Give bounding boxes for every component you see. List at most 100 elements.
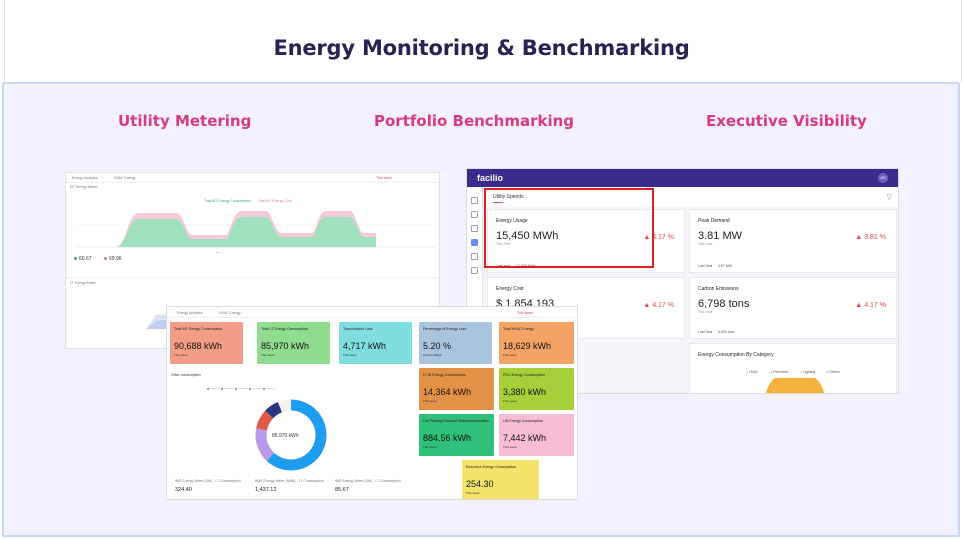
card-title: Energy Cost — [496, 286, 524, 292]
card-carbon-emissions[interactable]: Carbon Emissions 6,798 tons This Year La… — [689, 277, 897, 339]
chart-divider — [66, 277, 439, 278]
section-title-portfolio-benchmarking: Portfolio Benchmarking — [374, 112, 575, 130]
card-delta: ▲ 4.17 % — [643, 302, 674, 309]
kpi-tile-sub: This week — [503, 399, 517, 403]
legend-hvac-label: HVAC — [749, 370, 759, 374]
building-icon[interactable] — [471, 211, 478, 218]
kpi-tile[interactable]: LT-IB Energy Consumption 14,364 kWh This w… — [419, 368, 494, 410]
kpi-tile-title: LT-IB Energy Consumption — [423, 373, 466, 377]
card-sub: This Year — [496, 242, 511, 246]
legend-others: ● Others — [826, 370, 840, 374]
kpi-tile[interactable]: Total LT Energy Consumption 85,970 kWh Thi… — [257, 322, 330, 364]
kpi-tile-value: 85,970 kWh — [261, 341, 310, 351]
donut-slice — [256, 410, 274, 431]
card-peak-demand[interactable]: Peak Demand 3.81 MW This Year Last Year … — [689, 209, 897, 273]
energy-analytics-screenshot: Energy Analytics HVAC Energy This week T… — [166, 306, 578, 500]
card-value: 15,450 MWh — [496, 230, 559, 242]
foot-mid-value: 1,437.12 — [255, 487, 277, 493]
kpi-tile-title: Total HVAC Energy — [503, 327, 534, 331]
analytics-range[interactable]: This week — [517, 311, 533, 315]
user-icon[interactable] — [471, 267, 478, 274]
card-title: Peak Demand — [698, 218, 730, 224]
kpi-tile-title: LIB Energy Consumption — [503, 419, 543, 423]
card-value: 6,798 tons — [698, 298, 750, 310]
page-title: Energy Monitoring & Benchmarking — [273, 36, 690, 60]
kpi-tile-sub: This week — [423, 399, 437, 403]
header-frame — [4, 0, 962, 82]
facilio-screenshot: facilio AS Utility Spends ▽ Energy Usage… — [466, 168, 899, 394]
analytics-tab-energy[interactable]: Energy Analytics — [177, 311, 203, 315]
kpi-tile-sub: This week — [343, 353, 357, 357]
kpi-tile-title: PDU Energy Consumption — [503, 373, 546, 377]
chart2-title: LT Energy Meter — [70, 281, 96, 285]
category-pie — [765, 378, 825, 393]
donut-title: Other consumption — [171, 373, 201, 377]
card-value: 3.81 MW — [698, 230, 743, 242]
foot-left-label: IMD Energy Meter (DM) - LT Consumption — [175, 479, 241, 483]
kpi-tile[interactable]: Total HVAC Energy 18,629 kWh This week — [499, 322, 574, 364]
filter-icon[interactable]: ▽ — [886, 194, 892, 201]
chart1-value-2: 69.96 — [109, 256, 122, 262]
avatar[interactable]: AS — [878, 173, 888, 183]
legend-lighting: ● Lighting — [800, 370, 816, 374]
kpi-tile-value: 884.56 kWh — [423, 433, 472, 443]
kpi-tile-title: Transmission Loss — [343, 327, 373, 331]
card-delta-value: 4.17 % — [864, 302, 886, 309]
metering-tab-analytics[interactable]: Energy Analytics — [72, 176, 98, 180]
kpi-tile[interactable]: LIB Energy Consumption 7,442 kWh This week — [499, 414, 574, 456]
chart1-legend-2: Total MT Energy Cost — [258, 199, 292, 203]
analytics-icon[interactable] — [471, 253, 478, 260]
donut-legend: ■ ──── ■ ──── ■ ──── ■ ──── ■ ──── — [207, 387, 276, 391]
chart1-title: MT Energy Meter — [70, 185, 97, 189]
kpi-tile[interactable]: Total MT Energy Consumption 90,688 kWh Thi… — [170, 322, 243, 364]
kpi-tile[interactable]: Percentage of Energy Loss 5.20 % Current W… — [419, 322, 492, 364]
kpi-tile-sub: This week — [503, 353, 517, 357]
donut-slice — [266, 399, 327, 471]
chart1-legend-1: Total MT Energy Consumption — [204, 199, 252, 203]
card-foot-value: 3.67 MW — [718, 264, 733, 268]
legend-perimeter: ● Perimeter — [770, 370, 789, 374]
foot-right-value: 85.67 — [335, 487, 349, 493]
chart1-dot-green — [74, 257, 77, 260]
kpi-tile[interactable]: PDU Energy Consumption 3,380 kWh This week — [499, 368, 574, 410]
kpi-tile-value: 254.30 — [466, 479, 494, 489]
tab-utility-spends[interactable]: Utility Spends — [493, 194, 524, 200]
metering-tabbar: Energy Analytics HVAC Energy This week — [66, 173, 439, 183]
card-title: Energy Usage — [496, 218, 528, 224]
card-delta: ▲ 4.17 % — [643, 234, 674, 241]
analytics-tabbar: Energy Analytics HVAC Energy This week — [167, 307, 577, 318]
kpi-tile[interactable]: Transmission Loss 4,717 kWh This week — [339, 322, 412, 364]
kpi-tile-title: Executive Energy Consumption — [466, 465, 517, 469]
card-delta-value: 3.81 % — [864, 234, 886, 241]
home-icon[interactable] — [471, 197, 478, 204]
kpi-tile-value: 7,442 kWh — [503, 433, 547, 443]
foot-mid-label: BMS Energy Meter (MAB) - LT Consumption — [255, 479, 324, 483]
kpi-tile-value: 4,717 kWh — [343, 341, 387, 351]
analytics-tab-hvac[interactable]: HVAC Energy — [219, 311, 241, 315]
chart1-value-1: 60.67 — [79, 256, 92, 262]
legend-others-label: Others — [829, 370, 840, 374]
kpi-tile-title: Percentage of Energy Loss — [423, 327, 467, 331]
metering-range[interactable]: This week — [376, 176, 392, 180]
donut-section: Other consumption ■ ──── ■ ──── ■ ──── ■… — [167, 367, 414, 499]
kpi-tile-value: 90,688 kWh — [174, 341, 223, 351]
kpi-tile-value: 18,629 kWh — [503, 341, 552, 351]
donut-center-value: 85,970 kWh — [272, 433, 299, 439]
settings-icon[interactable] — [471, 225, 478, 232]
card-foot-label: Last Year — [698, 330, 713, 334]
metering-tab-hvac[interactable]: HVAC Energy — [114, 176, 136, 180]
kpi-tile[interactable]: Car Parking Forecast Telecommunication 88… — [419, 414, 494, 456]
kpi-tile-sub: This week — [261, 353, 275, 357]
report-icon[interactable] — [471, 239, 478, 246]
kpi-tile-title: Total MT Energy Consumption — [174, 327, 223, 331]
kpi-tile[interactable]: Executive Energy Consumption 254.30 This w… — [462, 460, 539, 499]
facilio-logo: facilio — [477, 173, 504, 183]
highlight-box — [484, 188, 654, 268]
card-energy-by-category[interactable]: Energy Consumption By Category ● HVAC ● … — [689, 343, 897, 393]
facilio-tabbar: Utility Spends ▽ — [483, 187, 898, 207]
kpi-tile-title: Total LT Energy Consumption — [261, 327, 309, 331]
legend-lighting-label: Lighting — [803, 370, 816, 374]
chart1-area — [76, 211, 436, 248]
card-delta-value: 4.17 % — [652, 234, 674, 241]
